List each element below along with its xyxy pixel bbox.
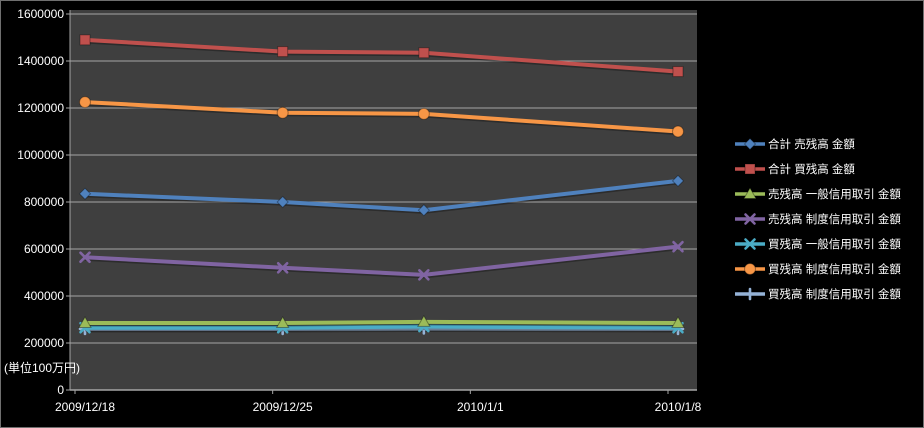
series-2-marker-1 bbox=[275, 316, 290, 329]
series-2-marker-3 bbox=[671, 316, 685, 329]
y-axis-tick-label: 600000 bbox=[23, 242, 64, 256]
legend: 合計 売残高 金額 合計 買残高 金額売残高 一般信用取引 金額 売残高 制度信用取… bbox=[735, 131, 901, 306]
legend-label: 合計 売残高 金額 bbox=[768, 138, 855, 151]
legend-marker bbox=[744, 163, 756, 174]
x-axis-tick-label: 2010/1/1 bbox=[456, 400, 504, 414]
series-2-marker-0 bbox=[78, 316, 92, 329]
series-2-marker-2 bbox=[416, 314, 431, 327]
series-0-marker-1 bbox=[276, 195, 289, 209]
legend-circle-icon bbox=[735, 262, 765, 275]
series-3-marker-2 bbox=[418, 269, 430, 281]
series-1-marker-1 bbox=[277, 46, 289, 58]
y-axis-tick-label: 1600000 bbox=[17, 7, 64, 21]
legend-plus-icon bbox=[735, 287, 765, 300]
legend-item: 買残高 制度信用取引 金額 bbox=[735, 281, 901, 306]
legend-item: 売残高 制度信用取引 金額 bbox=[735, 206, 901, 231]
series-1-marker-0 bbox=[79, 34, 91, 46]
series-1-marker-3 bbox=[672, 66, 684, 78]
x-axis-tick-label: 2009/12/25 bbox=[252, 400, 313, 414]
legend-marker bbox=[744, 237, 756, 250]
legend-label: 買残高 一般信用取引 金額 bbox=[768, 238, 901, 251]
legend-label: 買残高 制度信用取引 金額 bbox=[768, 263, 901, 276]
series-3-marker-1 bbox=[276, 262, 289, 274]
series-1-line bbox=[83, 37, 680, 74]
y-axis-tick-label: 1000000 bbox=[17, 148, 64, 162]
y-axis-tick-label: 400000 bbox=[23, 289, 64, 303]
series-0-line bbox=[83, 178, 680, 213]
axis-unit-label: (単位100万円) bbox=[4, 361, 81, 375]
legend-marker bbox=[743, 186, 757, 199]
legend-marker bbox=[743, 287, 757, 300]
series-5-marker-3 bbox=[672, 125, 684, 138]
y-axis-tick-label: 1400000 bbox=[17, 54, 64, 68]
legend-square-icon bbox=[735, 163, 765, 174]
y-axis-tick-label: 200000 bbox=[23, 336, 64, 350]
x-axis-tick-label: 2009/12/18 bbox=[54, 400, 116, 414]
legend-item: 売残高 一般信用取引 金額 bbox=[735, 181, 901, 206]
series-3-marker-3 bbox=[672, 240, 684, 253]
legend-item: 合計 売残高 金額 bbox=[735, 131, 901, 156]
legend-item: 合計 買残高 金額 bbox=[735, 156, 901, 181]
legend-label: 買残高 制度信用取引 金額 bbox=[768, 288, 901, 301]
series-0-marker-3 bbox=[671, 174, 685, 188]
legend-x-icon bbox=[735, 237, 765, 250]
series-5-marker-2 bbox=[417, 107, 430, 120]
legend-x-icon bbox=[735, 212, 765, 225]
legend-triangle-icon bbox=[735, 186, 765, 199]
legend-label: 合計 買残高 金額 bbox=[768, 163, 855, 176]
series-1-marker-2 bbox=[418, 47, 430, 59]
series-4-line bbox=[83, 324, 680, 330]
y-axis-tick-label: 1200000 bbox=[17, 101, 64, 115]
y-axis-tick-label: 0 bbox=[57, 383, 64, 397]
series-5-marker-0 bbox=[79, 96, 91, 109]
series-5-line bbox=[83, 100, 680, 134]
legend-diamond-icon bbox=[735, 137, 765, 150]
legend-item: 買残高 一般信用取引 金額 bbox=[735, 231, 901, 256]
legend-item: 買残高 制度信用取引 金額 bbox=[735, 256, 901, 281]
legend-marker bbox=[743, 137, 757, 150]
series-3-marker-0 bbox=[79, 251, 91, 264]
x-axis-tick-label: 2010/1/8 bbox=[654, 400, 702, 414]
legend-marker bbox=[744, 212, 756, 225]
series-0-marker-2 bbox=[417, 204, 431, 217]
legend-label: 売残高 一般信用取引 金額 bbox=[768, 188, 901, 201]
series-5-marker-1 bbox=[276, 106, 289, 119]
series-3-line bbox=[83, 244, 680, 277]
series-0-marker-0 bbox=[78, 187, 92, 200]
legend-label: 売残高 制度信用取引 金額 bbox=[768, 213, 901, 226]
legend-marker bbox=[744, 262, 756, 275]
series-2-line bbox=[83, 319, 680, 326]
y-axis-tick-label: 800000 bbox=[23, 195, 64, 209]
